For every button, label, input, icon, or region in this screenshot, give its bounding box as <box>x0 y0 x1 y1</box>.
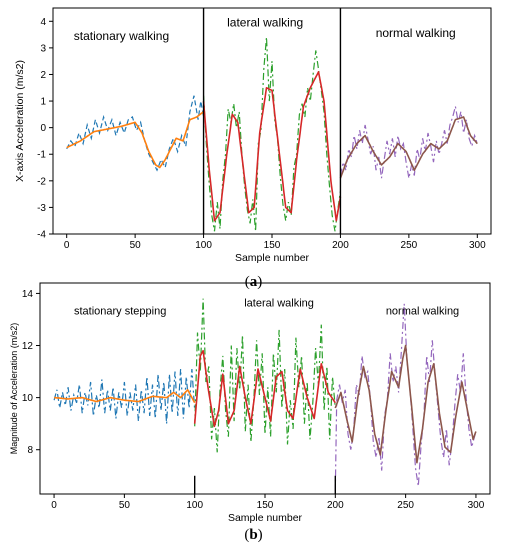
y-tick-label: 10 <box>22 393 34 404</box>
chart-b: 0 50 100 150 200 250 300 8 10 12 14 Sample number Ma… <box>9 282 491 524</box>
y-tick-label: 3 <box>40 43 46 54</box>
y-tick-label: -4 <box>37 230 46 241</box>
caption-b: (b) <box>244 527 263 543</box>
y-axis-label: Magnitude of Acceleration (m/s2) <box>9 323 19 455</box>
x-axis-label: Sample number <box>228 512 303 524</box>
x-tick-label: 250 <box>397 500 414 511</box>
y-tick-label: 12 <box>22 341 34 352</box>
x-tick-label: 300 <box>468 500 485 511</box>
y-axis-label: X-axis Acceleration (m/s2) <box>14 60 26 182</box>
region-annotation: normal walking <box>386 305 459 317</box>
x-tick-label: 300 <box>469 240 486 251</box>
x-tick-label: 50 <box>130 240 142 251</box>
x-tick-label: 250 <box>401 240 418 251</box>
raw-series-2 <box>194 298 336 453</box>
smoothed-series-3 <box>339 116 478 179</box>
raw-series-2 <box>203 37 341 232</box>
chart-a: 0 50 100 150 200 250 300 -4 -3 -2 -1 0 1 2 3 4 Sample nu… <box>14 7 492 264</box>
y-tick-label: 0 <box>40 123 46 134</box>
x-tick-label: 150 <box>264 240 281 251</box>
smoothed-series-2 <box>193 349 336 428</box>
x-tick-label: 100 <box>186 500 203 511</box>
y-tick-label: -2 <box>37 176 46 187</box>
x-tick-label: 150 <box>257 500 274 511</box>
raw-series-3 <box>334 303 477 492</box>
y-tick-label: 4 <box>40 17 46 28</box>
y-tick-label: -1 <box>37 150 46 161</box>
smoothed-series-1 <box>66 111 205 169</box>
region-annotation: lateral walking <box>244 297 314 309</box>
x-tick-label: 0 <box>51 500 57 511</box>
region-annotation: lateral walking <box>227 16 303 30</box>
region-annotation: stationary walking <box>74 29 169 43</box>
x-tick-label: 0 <box>64 240 70 251</box>
region-annotation: normal walking <box>376 26 456 40</box>
x-tick-label: 100 <box>195 240 212 251</box>
smoothed-series-3 <box>334 344 477 464</box>
x-tick-label: 200 <box>327 500 344 511</box>
y-tick-label: 1 <box>40 97 46 108</box>
smoothed-series-1 <box>53 388 196 404</box>
raw-series-1 <box>53 368 196 424</box>
caption-a: (a) <box>244 274 263 290</box>
smoothed-series-2 <box>202 71 342 222</box>
y-tick-label: 8 <box>27 445 33 456</box>
region-annotation: stationary stepping <box>74 305 166 317</box>
x-tick-label: 200 <box>332 240 349 251</box>
y-tick-label: -3 <box>37 203 46 214</box>
y-tick-label: 14 <box>22 289 34 300</box>
x-axis-label: Sample number <box>235 252 310 264</box>
x-tick-label: 50 <box>119 500 131 511</box>
y-tick-label: 2 <box>40 70 46 81</box>
raw-series-1 <box>66 95 205 172</box>
raw-series-3 <box>339 106 478 179</box>
